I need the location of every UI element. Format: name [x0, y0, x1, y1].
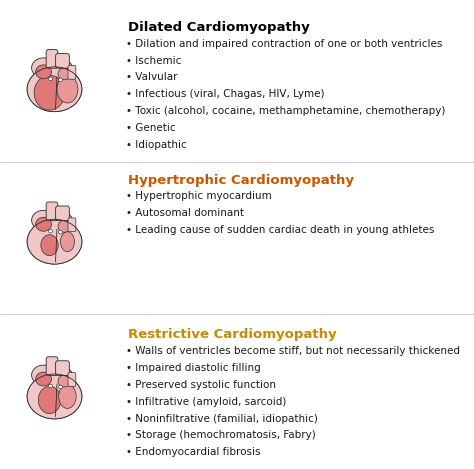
- Ellipse shape: [32, 210, 55, 230]
- Ellipse shape: [32, 365, 55, 385]
- Text: • Infectious (viral, Chagas, HIV, Lyme): • Infectious (viral, Chagas, HIV, Lyme): [126, 90, 324, 99]
- Ellipse shape: [57, 76, 78, 103]
- Ellipse shape: [36, 217, 52, 231]
- Ellipse shape: [54, 213, 73, 231]
- Ellipse shape: [27, 374, 82, 419]
- Text: • Dilation and impaired contraction of one or both ventricles: • Dilation and impaired contraction of o…: [126, 38, 442, 49]
- Text: • Valvular: • Valvular: [126, 73, 177, 83]
- Ellipse shape: [58, 375, 71, 387]
- Ellipse shape: [48, 229, 53, 233]
- Text: • Noninfiltrative (familial, idiopathic): • Noninfiltrative (familial, idiopathic): [126, 414, 318, 424]
- Ellipse shape: [27, 67, 82, 112]
- Ellipse shape: [59, 385, 76, 408]
- Ellipse shape: [54, 368, 73, 386]
- Ellipse shape: [58, 220, 71, 232]
- Ellipse shape: [41, 234, 58, 256]
- Text: • Toxic (alcohol, cocaine, methamphetamine, chemotherapy): • Toxic (alcohol, cocaine, methamphetami…: [126, 106, 445, 116]
- Text: Dilated Cardiomyopathy: Dilated Cardiomyopathy: [128, 21, 310, 34]
- Text: • Hypertrophic myocardium: • Hypertrophic myocardium: [126, 191, 271, 201]
- Text: • Ischemic: • Ischemic: [126, 55, 181, 66]
- Text: • Idiopathic: • Idiopathic: [126, 140, 186, 150]
- Text: • Endomyocardial fibrosis: • Endomyocardial fibrosis: [126, 447, 260, 457]
- Ellipse shape: [54, 61, 73, 78]
- FancyBboxPatch shape: [55, 53, 69, 68]
- Text: • Storage (hemochromatosis, Fabry): • Storage (hemochromatosis, Fabry): [126, 431, 315, 440]
- Ellipse shape: [36, 372, 52, 386]
- Ellipse shape: [58, 230, 63, 234]
- Ellipse shape: [36, 65, 52, 79]
- FancyBboxPatch shape: [68, 66, 76, 79]
- Ellipse shape: [58, 385, 63, 389]
- FancyBboxPatch shape: [55, 206, 69, 220]
- Text: • Preserved systolic function: • Preserved systolic function: [126, 380, 275, 390]
- Ellipse shape: [48, 384, 53, 388]
- FancyBboxPatch shape: [46, 50, 58, 68]
- Ellipse shape: [34, 76, 65, 110]
- Text: Restrictive Cardiomyopathy: Restrictive Cardiomyopathy: [128, 328, 337, 341]
- Text: • Autosomal dominant: • Autosomal dominant: [126, 208, 244, 218]
- Ellipse shape: [48, 77, 53, 81]
- Ellipse shape: [58, 68, 71, 80]
- Ellipse shape: [27, 374, 82, 419]
- Ellipse shape: [38, 386, 61, 414]
- Text: • Leading cause of sudden cardiac death in young athletes: • Leading cause of sudden cardiac death …: [126, 225, 434, 235]
- Ellipse shape: [27, 219, 82, 264]
- Ellipse shape: [58, 78, 63, 82]
- Text: • Impaired diastolic filling: • Impaired diastolic filling: [126, 363, 260, 373]
- FancyBboxPatch shape: [46, 357, 58, 375]
- Ellipse shape: [61, 232, 74, 252]
- Ellipse shape: [27, 67, 82, 112]
- Ellipse shape: [27, 219, 82, 264]
- FancyBboxPatch shape: [55, 361, 69, 375]
- FancyBboxPatch shape: [46, 202, 58, 220]
- Text: • Walls of ventricles become stiff, but not necessarily thickened: • Walls of ventricles become stiff, but …: [126, 346, 460, 356]
- Text: Hypertrophic Cardiomyopathy: Hypertrophic Cardiomyopathy: [128, 174, 354, 187]
- Ellipse shape: [32, 58, 55, 78]
- Text: • Infiltrative (amyloid, sarcoid): • Infiltrative (amyloid, sarcoid): [126, 397, 286, 407]
- Text: • Genetic: • Genetic: [126, 123, 175, 133]
- FancyBboxPatch shape: [68, 218, 76, 232]
- FancyBboxPatch shape: [68, 373, 76, 386]
